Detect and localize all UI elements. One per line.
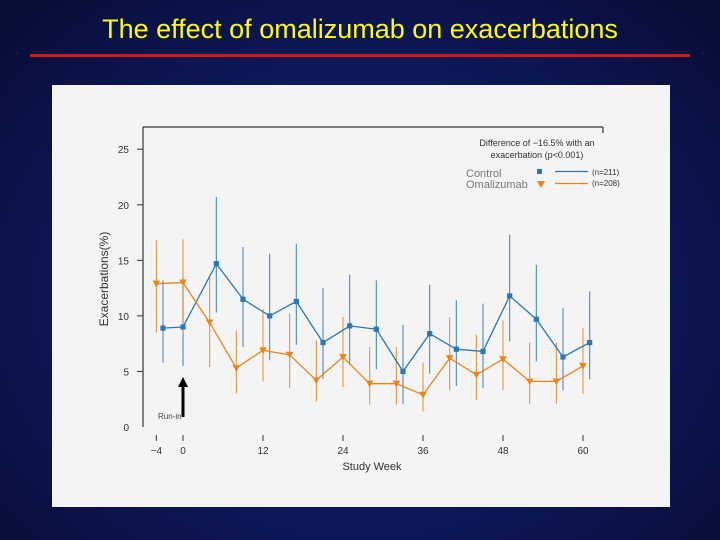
y-axis-label: Exacerbations(%) xyxy=(97,232,111,327)
omalizumab-point xyxy=(205,319,214,327)
omalizumab-point xyxy=(232,365,241,372)
x-tick-label: 36 xyxy=(417,446,429,457)
control-point xyxy=(180,324,186,330)
x-tick-label: 0 xyxy=(180,446,186,457)
control-point xyxy=(240,296,246,302)
omalizumab-point xyxy=(499,356,507,364)
control-point xyxy=(267,313,273,319)
omalizumab-point xyxy=(419,391,427,399)
omalizumab-point xyxy=(392,380,401,388)
control-point xyxy=(533,316,539,322)
run-in-arrow-head xyxy=(178,377,188,387)
y-tick-label: 10 xyxy=(118,312,130,323)
omalizumab-point xyxy=(552,378,561,386)
x-axis-label: Study Week xyxy=(342,461,402,473)
x-tick-label: 60 xyxy=(577,446,589,457)
control-point xyxy=(560,354,566,360)
series-lines xyxy=(156,262,591,396)
error-bars xyxy=(155,197,591,412)
omalizumab-point xyxy=(179,279,187,287)
omalizumab-point xyxy=(259,347,267,355)
y-tick-label: 0 xyxy=(123,423,129,434)
x-tick-label: 24 xyxy=(337,446,349,457)
control-point xyxy=(453,346,459,352)
legend-n-control: (n=211) xyxy=(592,168,620,177)
control-point xyxy=(213,261,219,267)
series-markers xyxy=(152,261,593,399)
x-tick-label: 48 xyxy=(497,446,509,457)
legend: Control (n=211) Omalizumab (n=208) xyxy=(466,168,620,191)
control-point xyxy=(347,323,353,329)
axes: 0 5 10 15 20 25 −4 0 12 24 36 48 60 xyxy=(118,126,604,457)
control-point xyxy=(587,339,593,346)
omalizumab-point xyxy=(312,377,321,385)
control-point xyxy=(427,331,433,337)
omalizumab-point xyxy=(365,380,374,388)
legend-label-control: Control xyxy=(466,168,501,180)
y-tick-label: 15 xyxy=(118,256,130,267)
x-tick-label: −4 xyxy=(151,446,163,457)
legend-label-omalizumab: Omalizumab xyxy=(466,179,528,191)
omalizumab-point xyxy=(579,362,587,370)
omalizumab-point xyxy=(525,378,534,386)
slide-title: The effect of omalizumab on exacerbation… xyxy=(102,14,618,44)
x-tick-label: 12 xyxy=(257,446,269,457)
legend-marker-control xyxy=(537,169,542,174)
legend-n-omalizumab: (n=208) xyxy=(592,179,620,188)
run-in-arrow xyxy=(178,377,188,417)
omalizumab-point xyxy=(445,355,454,362)
exacerbations-chart: 0 5 10 15 20 25 −4 0 12 24 36 48 60 Exacerbations(%)… xyxy=(97,126,620,473)
annotation-line-2: exacerbation (p<0.001) xyxy=(491,150,584,160)
omalizumab-point xyxy=(152,280,161,288)
legend-marker-omalizumab xyxy=(537,181,545,188)
y-tick-label: 20 xyxy=(118,201,130,212)
y-tick-label: 25 xyxy=(118,145,130,156)
control-point xyxy=(293,298,299,305)
control-point xyxy=(160,325,166,331)
omalizumab-point xyxy=(472,371,481,379)
run-in-label: Run-in xyxy=(158,412,182,421)
omalizumab-point xyxy=(285,351,294,359)
control-point xyxy=(320,339,326,346)
y-tick-label: 5 xyxy=(123,367,129,378)
title-underline xyxy=(30,54,690,57)
control-point xyxy=(507,293,513,299)
chart-panel: 0 5 10 15 20 25 −4 0 12 24 36 48 60 Exacerbations(%)… xyxy=(52,85,670,507)
control-point xyxy=(373,326,379,332)
annotation-line-1: Difference of −16.5% with an xyxy=(479,138,594,148)
omalizumab-point xyxy=(339,354,347,361)
control-point xyxy=(400,368,406,375)
control-point xyxy=(480,348,486,355)
